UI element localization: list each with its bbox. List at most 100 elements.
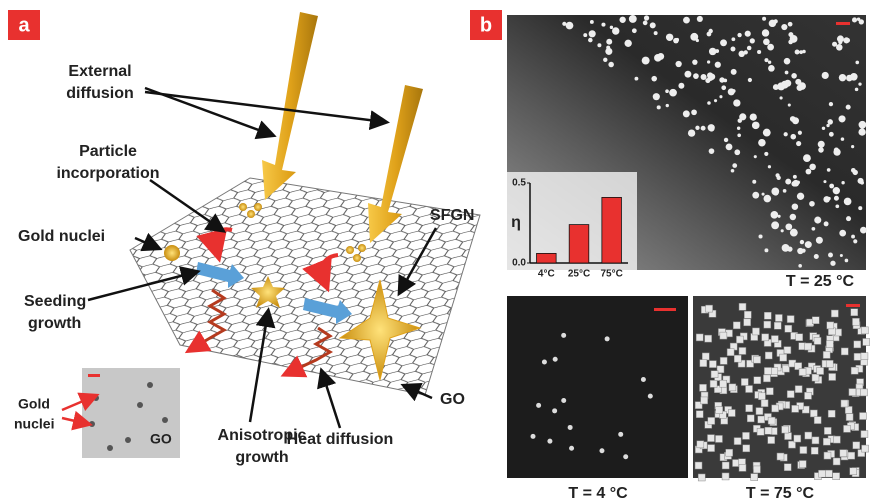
particle	[761, 400, 768, 407]
label: Gold nuclei	[18, 228, 105, 245]
particle	[763, 38, 770, 45]
particle	[846, 414, 853, 421]
particle	[724, 138, 728, 142]
label: GO	[440, 391, 465, 408]
particle	[678, 83, 684, 89]
micrograph	[507, 296, 688, 478]
particle	[720, 332, 727, 339]
particle	[812, 317, 819, 324]
particle	[829, 102, 833, 106]
particle	[764, 367, 771, 374]
particle	[790, 134, 796, 140]
particle	[708, 417, 715, 424]
particle	[741, 379, 748, 386]
inset-label: nuclei	[14, 416, 54, 432]
particle	[771, 187, 779, 195]
particle	[696, 411, 703, 418]
particle	[784, 58, 791, 65]
particle	[833, 149, 840, 156]
label: diffusion	[66, 85, 134, 102]
particle	[757, 428, 764, 435]
pointer	[145, 92, 385, 122]
particle	[859, 19, 864, 24]
particle	[608, 62, 614, 68]
particle	[775, 173, 779, 177]
particle	[536, 403, 541, 408]
particle	[791, 181, 796, 186]
particle	[784, 80, 791, 87]
particle	[823, 180, 826, 183]
particle	[629, 15, 637, 23]
particle	[618, 432, 623, 437]
particle	[814, 417, 821, 424]
particle	[711, 371, 718, 378]
particle	[858, 178, 864, 184]
particle	[690, 33, 698, 41]
particle	[606, 39, 612, 45]
label: Heat diffusion	[287, 431, 394, 448]
particle	[737, 33, 741, 37]
particle	[759, 234, 763, 238]
particle	[831, 310, 838, 317]
particle	[734, 438, 741, 445]
particle	[799, 369, 806, 376]
particle	[845, 259, 849, 263]
particle	[760, 139, 763, 142]
particle	[688, 129, 695, 136]
particle	[552, 408, 557, 413]
nucleus	[137, 402, 143, 408]
particle	[861, 327, 868, 334]
particle	[767, 44, 774, 51]
particle	[764, 58, 768, 62]
particle	[675, 61, 681, 67]
particle	[830, 261, 835, 266]
particle	[833, 187, 840, 194]
particle	[716, 407, 723, 414]
particle	[744, 311, 751, 318]
particle	[744, 50, 748, 54]
particle	[814, 254, 819, 259]
particle	[851, 367, 858, 374]
particle	[768, 437, 775, 444]
particle	[752, 328, 759, 335]
particle	[829, 373, 836, 380]
particle	[756, 408, 763, 415]
particle	[835, 204, 839, 208]
y-axis-label: η	[511, 214, 521, 231]
particle	[823, 438, 830, 445]
particle	[605, 336, 610, 341]
particle	[547, 439, 552, 444]
particle	[641, 377, 646, 382]
particle	[785, 433, 792, 440]
particle	[792, 203, 798, 209]
particle	[783, 189, 787, 193]
particle	[531, 434, 536, 439]
particle	[833, 436, 840, 443]
gold-nucleus	[164, 245, 180, 261]
particle	[782, 244, 790, 252]
particle	[763, 129, 771, 137]
particle	[836, 44, 843, 51]
particle	[765, 427, 772, 434]
particle	[772, 405, 779, 412]
particle	[852, 17, 857, 22]
particle	[654, 31, 658, 35]
particle	[254, 203, 262, 211]
particle	[568, 425, 573, 430]
particle	[782, 426, 789, 433]
particle	[841, 400, 848, 407]
particle	[589, 30, 596, 37]
particle	[346, 246, 354, 254]
particle	[841, 348, 848, 355]
particle	[762, 193, 765, 196]
particle	[764, 312, 771, 319]
particle	[852, 318, 859, 325]
scale-bar	[836, 22, 850, 25]
particle	[569, 446, 574, 451]
particle	[805, 241, 812, 248]
particle	[732, 89, 736, 93]
particle	[824, 452, 831, 459]
x-tick-label: 25°C	[568, 269, 590, 280]
particle	[795, 50, 800, 55]
particle	[785, 71, 789, 75]
